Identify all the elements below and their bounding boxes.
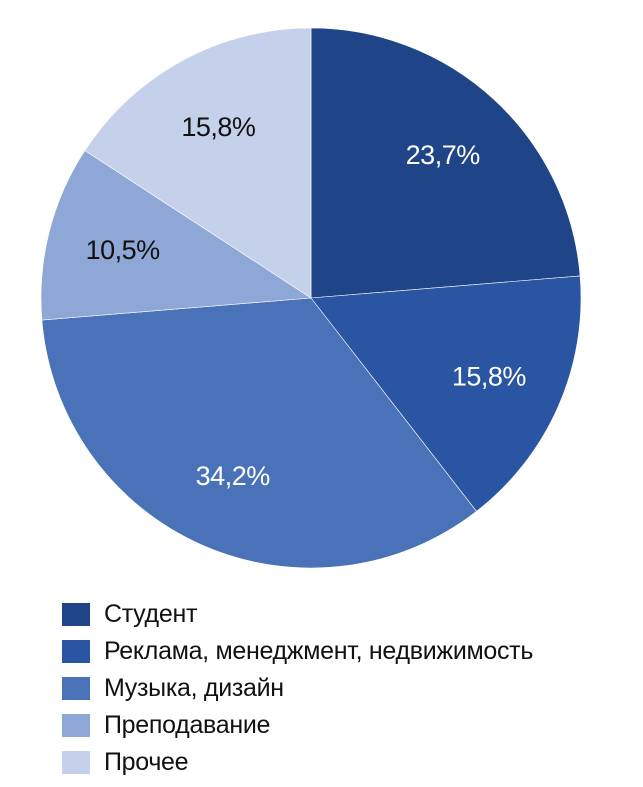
pie-slice-2 <box>310 275 582 512</box>
pie-plot-area: 23,7% 15,8% 34,2% 10,5% 15,8% <box>40 27 582 569</box>
pie-slice-3 <box>41 297 477 569</box>
pie-slice-1 <box>310 27 581 299</box>
pie-slice-5 <box>84 27 312 299</box>
slice-value-label-4: 10,5% <box>86 235 161 265</box>
legend-swatch-4 <box>62 714 90 737</box>
slice-value-label-3: 34,2% <box>196 461 271 491</box>
legend-item-4: Преподавание <box>62 707 533 744</box>
legend: Студент Реклама, менеджмент, недвижимость… <box>62 596 533 781</box>
legend-label-4: Преподавание <box>104 711 271 739</box>
slice-value-label-2: 15,8% <box>452 361 527 391</box>
legend-item-2: Реклама, менеджмент, недвижимость <box>62 633 533 670</box>
legend-label-5: Прочее <box>104 748 189 776</box>
legend-label-1: Студент <box>104 600 198 628</box>
slice-value-label-1: 23,7% <box>406 140 481 170</box>
legend-item-5: Прочее <box>62 744 533 781</box>
legend-item-1: Студент <box>62 596 533 633</box>
legend-label-3: Музыка, дизайн <box>104 674 284 702</box>
legend-swatch-1 <box>62 603 90 626</box>
legend-swatch-5 <box>62 751 90 774</box>
legend-item-3: Музыка, дизайн <box>62 670 533 707</box>
legend-swatch-3 <box>62 677 90 700</box>
slice-value-label-5: 15,8% <box>181 112 256 142</box>
legend-swatch-2 <box>62 640 90 663</box>
pie-slice-4 <box>40 150 312 321</box>
legend-label-2: Реклама, менеджмент, недвижимость <box>104 637 534 665</box>
